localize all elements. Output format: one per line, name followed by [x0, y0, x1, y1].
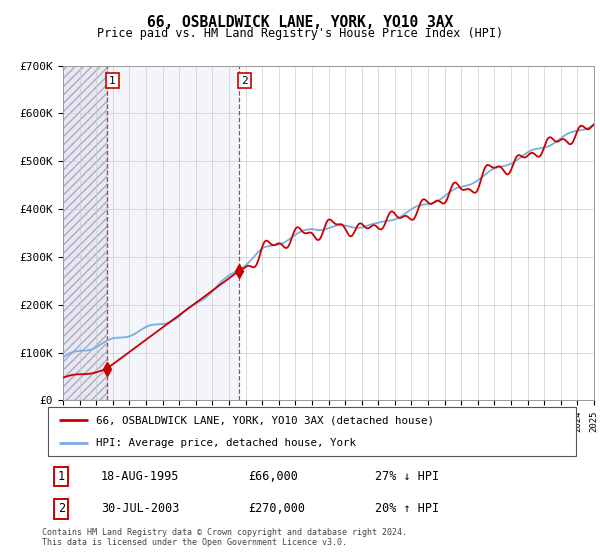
- FancyBboxPatch shape: [48, 407, 576, 456]
- Bar: [63, 66, 107, 400]
- Text: Price paid vs. HM Land Registry's House Price Index (HPI): Price paid vs. HM Land Registry's House …: [97, 27, 503, 40]
- Text: 27% ↓ HPI: 27% ↓ HPI: [376, 470, 439, 483]
- Text: 2: 2: [241, 76, 248, 86]
- Text: £66,000: £66,000: [248, 470, 299, 483]
- Bar: [107, 66, 239, 400]
- Text: 1: 1: [109, 76, 116, 86]
- Text: 2: 2: [58, 502, 65, 515]
- Text: Contains HM Land Registry data © Crown copyright and database right 2024.
This d: Contains HM Land Registry data © Crown c…: [42, 528, 407, 547]
- Text: 66, OSBALDWICK LANE, YORK, YO10 3AX (detached house): 66, OSBALDWICK LANE, YORK, YO10 3AX (det…: [95, 416, 434, 426]
- Text: 1: 1: [58, 470, 65, 483]
- Text: 66, OSBALDWICK LANE, YORK, YO10 3AX: 66, OSBALDWICK LANE, YORK, YO10 3AX: [147, 15, 453, 30]
- Text: £270,000: £270,000: [248, 502, 305, 515]
- Text: 18-AUG-1995: 18-AUG-1995: [101, 470, 179, 483]
- Text: 20% ↑ HPI: 20% ↑ HPI: [376, 502, 439, 515]
- Bar: [239, 66, 594, 400]
- Text: HPI: Average price, detached house, York: HPI: Average price, detached house, York: [95, 438, 356, 448]
- Text: 30-JUL-2003: 30-JUL-2003: [101, 502, 179, 515]
- Bar: [63, 66, 107, 400]
